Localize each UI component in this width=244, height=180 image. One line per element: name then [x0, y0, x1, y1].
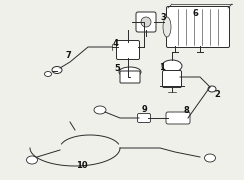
- FancyBboxPatch shape: [166, 6, 230, 48]
- FancyBboxPatch shape: [120, 71, 140, 83]
- Text: 10: 10: [76, 161, 88, 170]
- Ellipse shape: [208, 86, 216, 92]
- FancyBboxPatch shape: [166, 112, 190, 124]
- Text: 6: 6: [192, 8, 198, 17]
- Text: 7: 7: [65, 51, 71, 60]
- FancyBboxPatch shape: [136, 12, 156, 32]
- Text: 1: 1: [159, 62, 165, 71]
- Ellipse shape: [52, 66, 62, 73]
- FancyBboxPatch shape: [138, 114, 151, 123]
- Ellipse shape: [94, 106, 106, 114]
- Text: 9: 9: [141, 105, 147, 114]
- Ellipse shape: [204, 154, 215, 162]
- Text: 8: 8: [183, 105, 189, 114]
- Text: 3: 3: [160, 12, 166, 21]
- FancyBboxPatch shape: [116, 40, 140, 60]
- FancyBboxPatch shape: [163, 71, 182, 87]
- Text: 2: 2: [214, 89, 220, 98]
- Ellipse shape: [119, 67, 141, 77]
- Circle shape: [141, 17, 151, 27]
- Ellipse shape: [27, 156, 38, 164]
- Ellipse shape: [44, 71, 51, 76]
- Text: 4: 4: [112, 39, 118, 48]
- Ellipse shape: [163, 17, 171, 37]
- Ellipse shape: [162, 60, 182, 72]
- Text: 5: 5: [114, 64, 120, 73]
